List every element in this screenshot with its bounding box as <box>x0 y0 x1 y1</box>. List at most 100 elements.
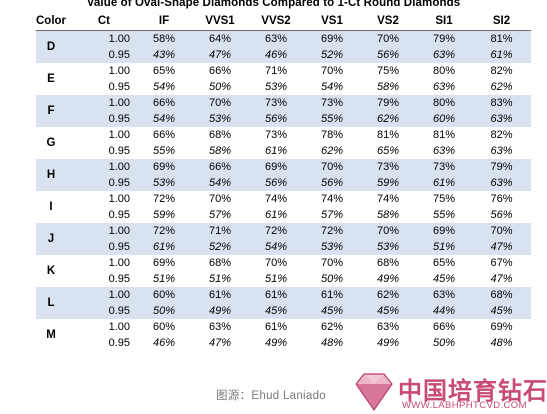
table-row: J 1.00 72% 71% 72% 72% 70% 69% 70% <box>36 223 531 255</box>
column-header-vvs1: VVS1 <box>192 12 248 31</box>
value-cell: 48% <box>472 335 531 351</box>
carat-cell: 1.00 <box>66 95 136 111</box>
value-cell: 70% <box>360 30 416 47</box>
carat-cell: 0.95 <box>66 239 136 255</box>
value-cell: 54% <box>192 175 248 191</box>
value-cell: 63% <box>472 143 531 159</box>
value-cell: 72% <box>304 223 360 239</box>
value-cell: 49% <box>192 303 248 319</box>
table-row: G 1.00 66% 68% 73% 78% 81% 81% 82% <box>36 127 531 159</box>
value-cell: 59% <box>136 207 192 223</box>
carat-cell: 0.95 <box>66 175 136 191</box>
value-cell: 61% <box>192 287 248 303</box>
value-cell: 66% <box>136 95 192 111</box>
watermark-site-url: WWW.LABHPHTCVD.COM <box>402 400 527 411</box>
table-row: K 1.00 69% 68% 70% 70% 68% 65% 67% <box>36 255 531 287</box>
value-cell: 70% <box>304 159 360 175</box>
value-cell: 63% <box>360 319 416 335</box>
color-group: F 1.00 66% 70% 73% 73% 79% 80% 83% 0.95 54% 53% 56% 5… <box>36 95 531 127</box>
value-cell: 58% <box>360 207 416 223</box>
value-cell: 51% <box>416 239 472 255</box>
value-cell: 68% <box>472 287 531 303</box>
carat-cell: 0.95 <box>66 207 136 223</box>
value-cell: 65% <box>360 143 416 159</box>
table-row: 0.95 54% 50% 53% 54% 58% 63% 62% <box>36 79 531 95</box>
table-header: Color Ct IF VVS1 VVS2 VS1 VS2 SI1 SI2 <box>36 12 531 31</box>
table-row: E 1.00 65% 66% 71% 70% 75% 80% 82% <box>36 63 531 95</box>
carat-cell: 1.00 <box>66 287 136 303</box>
value-cell: 58% <box>360 79 416 95</box>
value-cell: 70% <box>472 223 531 239</box>
value-cell: 66% <box>192 159 248 175</box>
value-cell: 74% <box>248 191 304 207</box>
value-cell: 53% <box>360 239 416 255</box>
value-cell: 61% <box>248 143 304 159</box>
value-cell: 72% <box>136 223 192 239</box>
value-cell: 69% <box>416 223 472 239</box>
value-cell: 55% <box>304 111 360 127</box>
value-cell: 60% <box>136 319 192 335</box>
value-cell: 76% <box>472 191 531 207</box>
value-cell: 57% <box>304 207 360 223</box>
carat-cell: 1.00 <box>66 63 136 79</box>
value-cell: 45% <box>472 303 531 319</box>
value-cell: 53% <box>304 239 360 255</box>
value-cell: 63% <box>192 319 248 335</box>
table-row: 0.95 51% 51% 51% 50% 49% 45% 47% <box>36 271 531 287</box>
value-cell: 69% <box>472 319 531 335</box>
carat-cell: 1.00 <box>66 127 136 143</box>
value-cell: 43% <box>136 47 192 63</box>
value-cell: 54% <box>136 111 192 127</box>
value-cell: 73% <box>416 159 472 175</box>
value-cell: 73% <box>248 95 304 111</box>
table-row: I 1.00 72% 70% 74% 74% 74% 75% 76% <box>36 191 531 223</box>
value-cell: 52% <box>304 47 360 63</box>
color-grade-cell: M <box>36 319 66 351</box>
table-row: 0.95 53% 54% 56% 56% 59% 61% 63% <box>36 175 531 191</box>
value-cell: 80% <box>416 95 472 111</box>
color-grade-cell: H <box>36 159 66 191</box>
value-cell: 54% <box>248 239 304 255</box>
table-row: 0.95 54% 53% 56% 55% 62% 60% 63% <box>36 111 531 127</box>
color-grade-cell: E <box>36 63 66 95</box>
value-cell: 45% <box>304 303 360 319</box>
value-cell: 73% <box>360 159 416 175</box>
value-cell: 66% <box>416 319 472 335</box>
carat-cell: 0.95 <box>66 335 136 351</box>
value-cell: 62% <box>304 143 360 159</box>
carat-cell: 1.00 <box>66 159 136 175</box>
value-cell: 55% <box>416 207 472 223</box>
value-cell: 83% <box>472 95 531 111</box>
color-group: K 1.00 69% 68% 70% 70% 68% 65% 67% 0.95 51% 51% 51% 5… <box>36 255 531 287</box>
value-cell: 79% <box>360 95 416 111</box>
value-cell: 62% <box>360 111 416 127</box>
value-cell: 60% <box>416 111 472 127</box>
table-row: 0.95 59% 57% 61% 57% 58% 55% 56% <box>36 207 531 223</box>
value-cell: 72% <box>248 223 304 239</box>
value-cell: 49% <box>360 271 416 287</box>
value-cell: 71% <box>192 223 248 239</box>
table-row: M 1.00 60% 63% 61% 62% 63% 66% 69% <box>36 319 531 351</box>
value-cell: 62% <box>360 287 416 303</box>
value-cell: 75% <box>360 63 416 79</box>
value-cell: 73% <box>248 127 304 143</box>
value-cell: 51% <box>248 271 304 287</box>
color-group: E 1.00 65% 66% 71% 70% 75% 80% 82% 0.95 54% 50% 53% 5… <box>36 63 531 95</box>
value-cell: 60% <box>136 287 192 303</box>
value-cell: 81% <box>360 127 416 143</box>
value-cell: 61% <box>248 319 304 335</box>
carat-cell: 0.95 <box>66 143 136 159</box>
value-cell: 56% <box>360 47 416 63</box>
value-cell: 45% <box>248 303 304 319</box>
value-cell: 74% <box>360 191 416 207</box>
carat-cell: 0.95 <box>66 111 136 127</box>
carat-cell: 0.95 <box>66 79 136 95</box>
value-cell: 70% <box>248 255 304 271</box>
value-cell: 64% <box>192 30 248 47</box>
value-cell: 68% <box>192 127 248 143</box>
header-row: Color Ct IF VVS1 VVS2 VS1 VS2 SI1 SI2 <box>36 12 531 31</box>
value-cell: 61% <box>304 287 360 303</box>
value-cell: 45% <box>360 303 416 319</box>
value-cell: 63% <box>472 175 531 191</box>
value-cell: 51% <box>192 271 248 287</box>
